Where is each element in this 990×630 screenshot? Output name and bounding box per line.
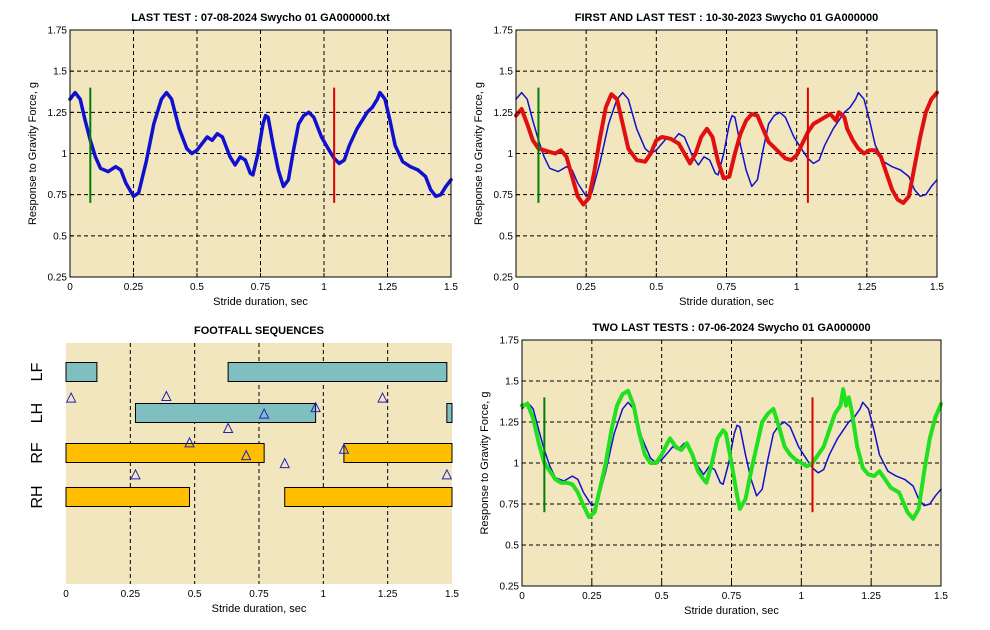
- x-tick-label: 1.5: [444, 282, 458, 293]
- footfall-bar-lf: [65, 362, 98, 382]
- y-tick-label: 1.5: [499, 67, 513, 78]
- row-label-rh: RH: [29, 485, 46, 508]
- x-tick-label: 1.5: [445, 589, 459, 600]
- x-tick-label: 0.5: [188, 589, 202, 600]
- footfall-triangle-0: [65, 391, 77, 403]
- footfall-bar-rh: [284, 487, 453, 507]
- x-tick-label: 0.25: [121, 589, 141, 600]
- footfall-triangle-2: [258, 407, 270, 419]
- x-tick-label: 0.75: [251, 282, 271, 293]
- footfall-bar-rf: [343, 443, 453, 463]
- series-line-0: [68, 90, 453, 199]
- row-label-lh: LH: [29, 403, 46, 423]
- x-tick-label: 0: [63, 589, 69, 600]
- y-tick-label: 1.75: [494, 26, 514, 37]
- y-tick-label: 0.5: [505, 541, 519, 552]
- y-axis-label: Response to Gravity Force, g: [479, 391, 491, 534]
- x-tick-label: 0: [67, 282, 73, 293]
- x-tick-label: 0.75: [722, 591, 742, 602]
- y-tick-label: 1: [507, 149, 513, 160]
- chart-title: TWO LAST TESTS : 07-06-2024 Swycho 01 GA…: [592, 322, 870, 334]
- y-tick-label: 0.25: [500, 582, 520, 593]
- x-tick-label: 0: [519, 591, 525, 602]
- x-tick-label: 0.5: [655, 591, 669, 602]
- x-tick-label: 0.25: [124, 282, 144, 293]
- x-axis-label: Stride duration, sec: [679, 296, 774, 308]
- y-tick-label: 0.75: [494, 190, 514, 201]
- x-tick-label: 1.25: [378, 282, 398, 293]
- y-tick-label: 1.25: [500, 418, 520, 429]
- footfall-triangle-3: [222, 422, 234, 433]
- y-tick-label: 0.25: [494, 273, 514, 284]
- footfall-triangle-4: [310, 401, 321, 413]
- y-tick-label: 1: [513, 459, 519, 470]
- footfall-bar-rf: [65, 443, 265, 463]
- footfall-triangle-1: [161, 390, 172, 401]
- y-tick-label: 1.75: [500, 336, 520, 347]
- series-line-1: [514, 90, 939, 207]
- footfall-bar-rh: [65, 487, 191, 507]
- y-tick-label: 1.5: [53, 67, 67, 78]
- y-tick-label: 1.5: [505, 377, 519, 388]
- x-tick-label: 0.5: [649, 282, 663, 293]
- x-tick-label: 1.25: [861, 591, 881, 602]
- x-tick-label: 1.25: [378, 589, 398, 600]
- series-line-1: [520, 387, 943, 521]
- chart-first-and-last-test: FIRST AND LAST TEST : 10-30-2023 Swycho …: [473, 12, 944, 308]
- x-tick-label: 0.75: [249, 589, 269, 600]
- x-axis-label: Stride duration, sec: [684, 605, 779, 617]
- x-tick-label: 1.5: [930, 282, 944, 293]
- x-axis-label: Stride duration, sec: [213, 296, 308, 308]
- y-tick-label: 0.5: [499, 231, 513, 242]
- footfall-bar-lh: [134, 403, 317, 423]
- x-tick-label: 0.25: [576, 282, 596, 293]
- footfall-triangle-10: [130, 468, 141, 480]
- chart-two-last-tests: TWO LAST TESTS : 07-06-2024 Swycho 01 GA…: [479, 322, 948, 617]
- chart-last-test: LAST TEST : 07-08-2024 Swycho 01 GA00000…: [27, 12, 458, 308]
- chart-title: FOOTFALL SEQUENCES: [194, 325, 324, 337]
- x-tick-label: 1: [794, 282, 800, 293]
- chart-title: FIRST AND LAST TEST : 10-30-2023 Swycho …: [575, 12, 878, 24]
- y-tick-label: 1.75: [48, 26, 68, 37]
- footfall-triangle-7: [338, 443, 350, 454]
- footfall-triangle-11: [441, 468, 453, 480]
- x-tick-label: 0: [513, 282, 519, 293]
- x-tick-label: 1.5: [934, 591, 948, 602]
- chart-title: LAST TEST : 07-08-2024 Swycho 01 GA00000…: [131, 12, 390, 24]
- y-tick-label: 0.75: [48, 190, 68, 201]
- y-tick-label: 0.5: [53, 231, 67, 242]
- x-tick-label: 1: [799, 591, 805, 602]
- y-tick-label: 1.25: [494, 108, 514, 119]
- y-tick-label: 0.75: [500, 500, 520, 511]
- x-tick-label: 1.25: [857, 282, 877, 293]
- footfall-bar-lh: [446, 403, 453, 423]
- x-tick-label: 0.5: [190, 282, 204, 293]
- x-tick-label: 1: [321, 589, 327, 600]
- footfall-triangle-6: [184, 436, 195, 448]
- y-axis-label: Response to Gravity Force, g: [473, 82, 485, 225]
- x-axis-label: Stride duration, sec: [212, 603, 307, 615]
- x-tick-label: 0.75: [717, 282, 737, 293]
- y-tick-label: 0.25: [48, 273, 68, 284]
- x-tick-label: 1: [321, 282, 327, 293]
- footfall-triangle-8: [240, 449, 252, 461]
- y-tick-label: 1.25: [48, 108, 68, 119]
- y-tick-label: 1: [61, 149, 67, 160]
- chart-footfall-sequences: FOOTFALL SEQUENCES LF LH RF RH 0 0.25 0.5 0.75 1 1…: [29, 325, 459, 615]
- row-label-lf: LF: [29, 362, 46, 381]
- row-label-rf: RF: [29, 442, 46, 464]
- footfall-bar-lf: [227, 362, 448, 382]
- footfall-triangle-5: [377, 391, 388, 403]
- footfall-triangle-9: [279, 457, 291, 469]
- y-axis-label: Response to Gravity Force, g: [27, 82, 39, 225]
- x-tick-label: 0.25: [582, 591, 602, 602]
